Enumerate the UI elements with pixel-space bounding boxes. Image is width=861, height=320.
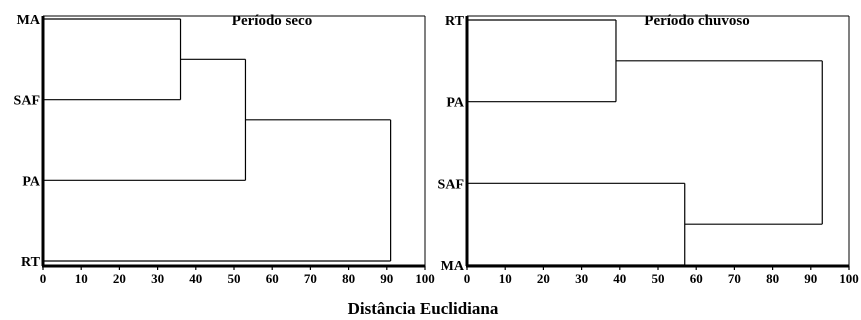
x-tick-label-40: 40 xyxy=(189,271,202,286)
leaf-label-pa: PA xyxy=(446,96,465,111)
x-tick-label-50: 50 xyxy=(228,271,241,286)
panel-title: Período chuvoso xyxy=(644,13,749,29)
x-tick-label-40: 40 xyxy=(613,271,626,286)
x-tick-label-100: 100 xyxy=(839,271,859,286)
leaf-label-pa: PA xyxy=(22,174,41,189)
leaf-label-rt: RT xyxy=(21,255,41,270)
x-tick-label-70: 70 xyxy=(728,271,741,286)
x-tick-label-90: 90 xyxy=(380,271,393,286)
x-tick-label-70: 70 xyxy=(304,271,317,286)
x-tick-label-90: 90 xyxy=(804,271,817,286)
x-tick-label-0: 0 xyxy=(464,271,471,286)
x-tick-label-60: 60 xyxy=(690,271,703,286)
panel-title: Período seco xyxy=(232,13,312,29)
x-tick-label-0: 0 xyxy=(40,271,47,286)
leaf-label-ma: MA xyxy=(17,13,41,28)
leaf-label-saf: SAF xyxy=(438,177,464,192)
x-tick-label-20: 20 xyxy=(537,271,550,286)
x-tick-label-80: 80 xyxy=(766,271,779,286)
leaf-label-rt: RT xyxy=(445,14,465,29)
x-tick-label-80: 80 xyxy=(342,271,355,286)
x-tick-label-60: 60 xyxy=(266,271,279,286)
x-tick-label-30: 30 xyxy=(575,271,588,286)
x-tick-label-20: 20 xyxy=(113,271,126,286)
x-axis-title: Distância Euclidiana xyxy=(348,299,499,318)
x-tick-label-10: 10 xyxy=(75,271,88,286)
leaf-label-saf: SAF xyxy=(14,94,40,109)
x-tick-label-50: 50 xyxy=(652,271,665,286)
dendrogram-panel-seco: 0 10 20 30 40 50 60 70 80 90 100 Período seco MA SAF P… xyxy=(14,13,435,286)
x-tick-label-100: 100 xyxy=(415,271,435,286)
x-tick-label-10: 10 xyxy=(499,271,512,286)
leaf-label-ma: MA xyxy=(441,259,465,274)
dendrogram-panel-chuvoso: 0 10 20 30 40 50 60 70 80 90 100 Período chuvoso RT P… xyxy=(438,13,859,286)
x-tick-label-30: 30 xyxy=(151,271,164,286)
